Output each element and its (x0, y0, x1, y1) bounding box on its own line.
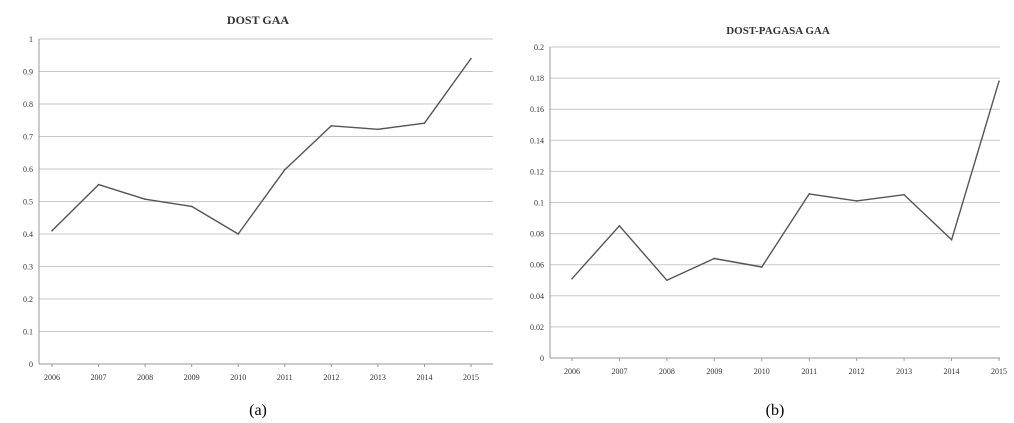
data-point (950, 239, 953, 241)
x-tick-label: 2009 (184, 373, 200, 382)
data-point (903, 193, 905, 196)
panel-label: (b) (766, 402, 785, 419)
data-point (713, 257, 716, 260)
y-tick-label: 0.04 (530, 292, 544, 301)
x-tick-label: 2013 (370, 373, 386, 382)
y-tick-label: 0.06 (530, 261, 544, 270)
x-tick-label: 2008 (137, 373, 153, 382)
y-tick-label: 0.1 (534, 199, 544, 208)
x-tick-label: 2007 (611, 367, 627, 376)
data-point (760, 266, 763, 268)
x-tick-label: 2011 (801, 367, 817, 376)
data-point (470, 57, 472, 60)
y-tick-label: 0.7 (23, 133, 33, 142)
y-tick-label: 0.4 (23, 230, 33, 239)
data-point (283, 168, 286, 171)
data-point (855, 200, 858, 202)
y-tick-label: 0.5 (23, 198, 33, 207)
data-point (190, 205, 193, 208)
x-tick-label: 2014 (944, 367, 960, 376)
chart-panel-dost-gaa: DOST GAA 0 0.1 0.2 0.3 0.4 0.5 0.6 0.7 0.8 0.9 1 2… (23, 13, 493, 419)
y-tick-label: 0.08 (530, 230, 544, 239)
x-tick-label: 2010 (230, 373, 246, 382)
x-tick-label: 2012 (849, 367, 865, 376)
x-tick-label: 2008 (659, 367, 675, 376)
data-point (144, 198, 146, 201)
y-tick-label: 0.16 (530, 105, 544, 114)
series-line (571, 80, 1000, 281)
panel-label: (a) (249, 402, 267, 419)
series-line (51, 58, 472, 235)
data-point (377, 128, 379, 131)
x-tick-label: 2006 (44, 373, 60, 382)
data-point (808, 193, 811, 195)
data-point (666, 279, 668, 282)
data-point (51, 229, 53, 232)
data-point (423, 122, 426, 124)
x-tick-label: 2009 (706, 367, 722, 376)
y-tick-label: 0.3 (23, 263, 33, 272)
data-point (618, 225, 621, 227)
chart-title: DOST-PAGASA GAA (726, 25, 830, 37)
y-tick-label: 0.6 (23, 165, 33, 174)
y-tick-label: 1 (29, 35, 33, 44)
x-tick-label: 2012 (323, 373, 339, 382)
x-tick-label: 2015 (463, 373, 479, 382)
x-tick-label: 2006 (564, 367, 580, 376)
x-tick-label: 2014 (416, 373, 432, 382)
y-tick-label: 0 (540, 354, 544, 363)
y-tick-label: 0.1 (23, 328, 33, 337)
x-tick-label: 2013 (896, 367, 912, 376)
data-point (998, 80, 1000, 83)
x-tick-label: 2010 (754, 367, 770, 376)
y-tick-label: 0.12 (530, 167, 544, 176)
y-tick-label: 0.14 (530, 136, 544, 145)
y-tick-label: 0.02 (530, 323, 544, 332)
x-tick-label: 2011 (277, 373, 293, 382)
chart-panel-dost-pagasa-gaa: DOST-PAGASA GAA 0 0.02 0.04 0.06 0.08 0.1 0.12… (530, 25, 1007, 419)
y-tick-label: 0.18 (530, 74, 544, 83)
y-tick-label: 0 (29, 360, 33, 369)
y-tick-label: 0.2 (23, 295, 33, 304)
y-tick-label: 0.9 (23, 68, 33, 77)
data-point (97, 183, 100, 186)
data-point (571, 277, 573, 280)
data-point (330, 124, 333, 127)
chart-title: DOST GAA (227, 13, 289, 27)
x-tick-label: 2015 (991, 367, 1007, 376)
y-tick-label: 0.8 (23, 100, 33, 109)
x-tick-label: 2007 (91, 373, 107, 382)
y-tick-label: 0.2 (534, 43, 544, 52)
data-point (237, 233, 240, 235)
